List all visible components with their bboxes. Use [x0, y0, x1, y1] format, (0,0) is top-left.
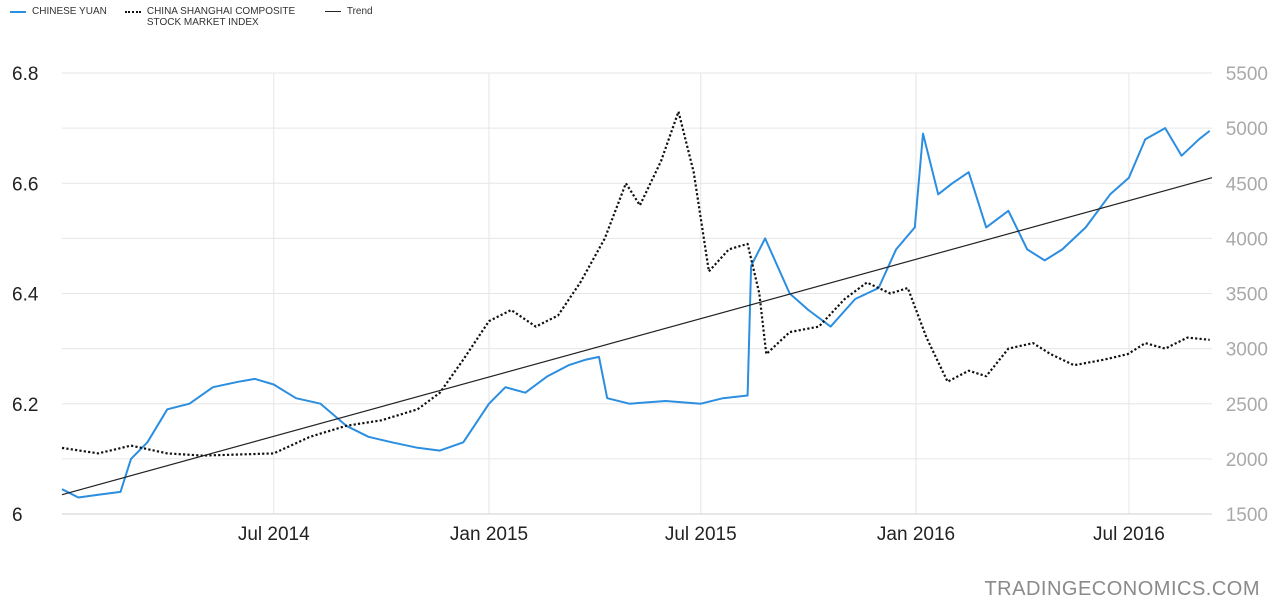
- x-tick-label: Jul 2015: [665, 524, 737, 545]
- legend-item-yuan[interactable]: CHINESE YUAN: [10, 6, 107, 17]
- y-right-tick-label: 4000: [1226, 229, 1268, 250]
- legend-label-shanghai: CHINA SHANGHAI COMPOSITE STOCK MARKET IN…: [146, 6, 296, 28]
- y-left-tick-label: 6.8: [12, 64, 38, 85]
- legend-item-shanghai[interactable]: CHINA SHANGHAI COMPOSITE STOCK MARKET IN…: [124, 6, 307, 28]
- y-left-tick-label: 6.4: [12, 285, 39, 306]
- y-right-tick-label: 2500: [1226, 395, 1268, 416]
- y-right-tick-label: 3000: [1226, 340, 1268, 361]
- x-tick-label: Jan 2015: [450, 524, 528, 545]
- y-left-tick-label: 6.2: [12, 395, 38, 416]
- watermark: TRADINGECONOMICS.COM: [984, 578, 1260, 600]
- legend-label-trend: Trend: [346, 6, 373, 17]
- series-line-yuan: [61, 127, 1211, 499]
- legend-label-yuan: CHINESE YUAN: [32, 6, 107, 17]
- legend-swatch-yuan: [10, 11, 26, 13]
- x-tick-label: Jan 2016: [877, 524, 955, 545]
- y-right-tick-label: 5000: [1226, 119, 1268, 140]
- series-line-shanghai: [61, 110, 1210, 457]
- series-line-trend: [61, 177, 1213, 496]
- y-left-tick-label: 6.6: [12, 174, 38, 195]
- x-tick-label: Jul 2014: [238, 524, 310, 545]
- y-right-tick-label: 1500: [1226, 505, 1268, 526]
- legend-swatch-trend: [324, 11, 341, 12]
- legend-swatch-shanghai: [124, 11, 141, 13]
- legend-item-trend[interactable]: Trend: [324, 6, 373, 17]
- y-right-tick-label: 2000: [1226, 450, 1268, 471]
- y-right-tick-label: 3500: [1226, 285, 1268, 306]
- y-right-tick-label: 5500: [1226, 64, 1268, 85]
- y-left-tick-label: 6: [12, 505, 23, 526]
- y-right-tick-label: 4500: [1226, 174, 1268, 195]
- x-tick-label: Jul 2016: [1093, 524, 1165, 545]
- legend: CHINESE YUAN CHINA SHANGHAI COMPOSITE ST…: [10, 6, 391, 28]
